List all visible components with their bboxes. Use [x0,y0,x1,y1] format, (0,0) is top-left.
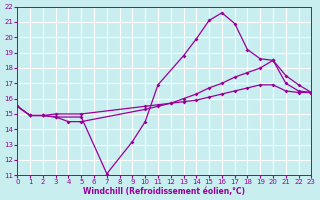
X-axis label: Windchill (Refroidissement éolien,°C): Windchill (Refroidissement éolien,°C) [84,187,245,196]
